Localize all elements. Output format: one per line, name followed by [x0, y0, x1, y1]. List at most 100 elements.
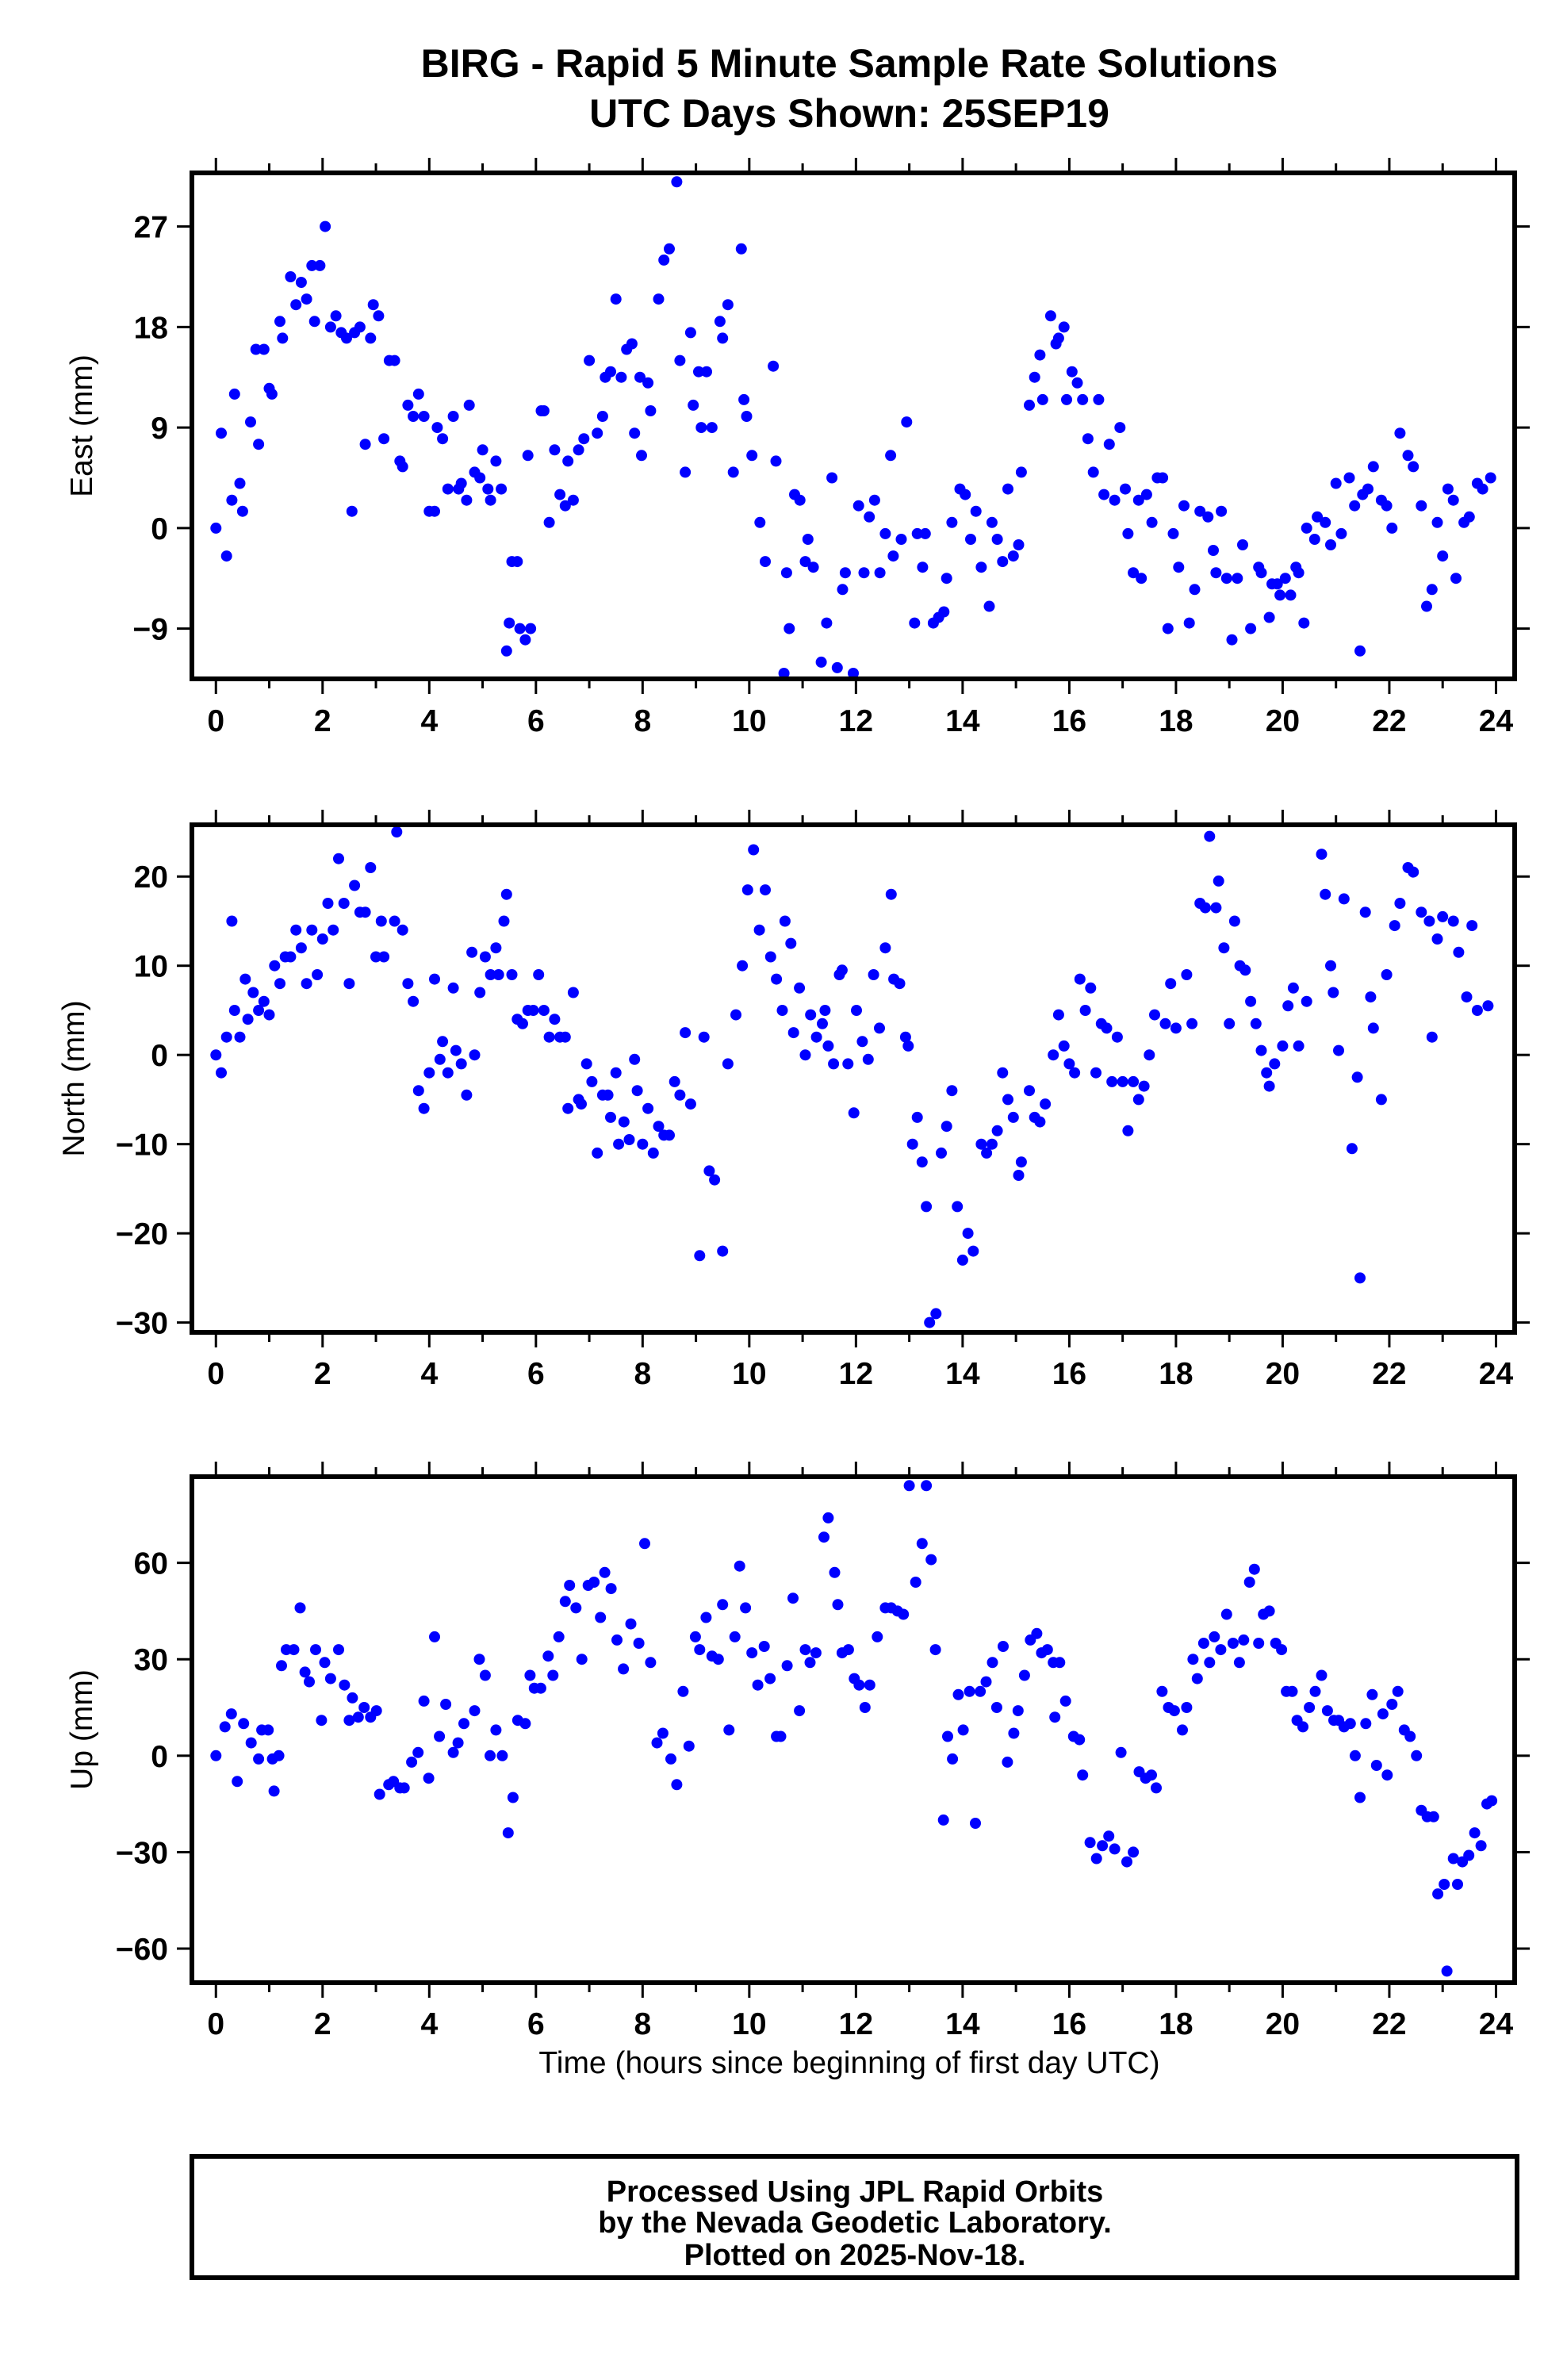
data-point [1041, 1644, 1053, 1656]
data-point [839, 567, 851, 579]
data-point [1013, 1170, 1025, 1181]
data-point [1210, 902, 1222, 914]
data-point [898, 1608, 910, 1620]
data-point [674, 355, 686, 366]
data-point [618, 1663, 630, 1675]
data-point [562, 1102, 574, 1114]
data-point [997, 1067, 1009, 1079]
data-point [629, 427, 641, 439]
x-tick-label: 20 [1266, 704, 1300, 738]
data-point [1210, 567, 1222, 579]
data-point [1066, 366, 1078, 378]
data-point [220, 1031, 232, 1043]
data-point [1079, 1005, 1091, 1016]
data-point [605, 1111, 616, 1123]
data-point [910, 1577, 921, 1588]
data-point [1365, 991, 1377, 1003]
data-point [1044, 310, 1056, 322]
data-point [658, 254, 670, 266]
data-point [437, 433, 449, 445]
data-point [831, 661, 843, 673]
data-point [837, 584, 849, 596]
data-point [778, 668, 790, 679]
data-point [431, 422, 443, 434]
x-tick-label: 18 [1159, 704, 1193, 738]
data-point [398, 1782, 410, 1794]
data-point [785, 937, 797, 949]
data-point [312, 969, 324, 980]
data-point [1431, 933, 1443, 945]
data-point [626, 338, 638, 350]
data-point [547, 1669, 559, 1681]
data-point [599, 1566, 611, 1578]
data-point [821, 617, 833, 629]
data-point [741, 884, 753, 896]
data-point [872, 1631, 883, 1642]
data-point [688, 399, 699, 411]
data-point [440, 1699, 452, 1710]
data-point [1263, 1605, 1275, 1617]
data-point [610, 293, 622, 305]
y-tick-label: 60 [134, 1547, 168, 1581]
y-tick-label: 30 [134, 1643, 168, 1677]
data-point [781, 1660, 793, 1672]
data-point [490, 942, 502, 954]
data-point [1226, 634, 1238, 646]
data-point [946, 516, 958, 528]
data-point [1228, 915, 1240, 927]
data-point [1213, 875, 1224, 887]
data-point [906, 1138, 918, 1150]
data-point [543, 516, 555, 528]
data-point [1442, 483, 1454, 495]
x-tick-label: 20 [1266, 2007, 1300, 2041]
data-point [1138, 1080, 1150, 1092]
data-point [1029, 371, 1040, 383]
data-point [1248, 1563, 1260, 1575]
data-point [553, 1631, 565, 1642]
data-point [1187, 1654, 1199, 1665]
data-point [1052, 332, 1064, 344]
data-point [511, 556, 523, 568]
data-point [864, 511, 875, 523]
x-tick-label: 2 [314, 704, 331, 738]
data-point [434, 1053, 446, 1065]
data-point [295, 277, 307, 288]
data-point [776, 1005, 788, 1016]
data-point [859, 1702, 871, 1713]
data-point [722, 299, 734, 311]
data-point [764, 1673, 776, 1684]
data-point [1411, 1750, 1423, 1761]
data-point [358, 1702, 370, 1713]
data-point [418, 1695, 430, 1707]
y-tick-label: −9 [133, 613, 168, 647]
data-point [717, 332, 729, 344]
data-point [500, 645, 512, 657]
data-point [848, 668, 859, 679]
data-point [253, 439, 265, 450]
data-point [1181, 1702, 1193, 1713]
data-point [1087, 466, 1099, 478]
data-point [339, 1679, 351, 1691]
data-point [851, 1005, 862, 1016]
data-point [1477, 483, 1488, 495]
data-point [1101, 1022, 1113, 1034]
data-point [389, 355, 400, 366]
x-tick-label: 2 [314, 1357, 331, 1391]
data-point [828, 1058, 840, 1070]
data-point [680, 466, 692, 478]
data-point [760, 556, 771, 568]
data-point [463, 399, 475, 411]
x-tick-label: 4 [420, 704, 438, 738]
data-point [738, 393, 750, 405]
data-point [729, 1631, 741, 1642]
data-point [1074, 1734, 1086, 1746]
data-point [1015, 466, 1027, 478]
data-point [533, 969, 545, 980]
data-point [1253, 1638, 1265, 1649]
x-tick-label: 0 [207, 704, 224, 738]
x-tick-label: 16 [1052, 1357, 1086, 1391]
data-point [359, 906, 371, 918]
data-point [1255, 1044, 1267, 1056]
x-tick-label: 18 [1159, 2007, 1193, 2041]
